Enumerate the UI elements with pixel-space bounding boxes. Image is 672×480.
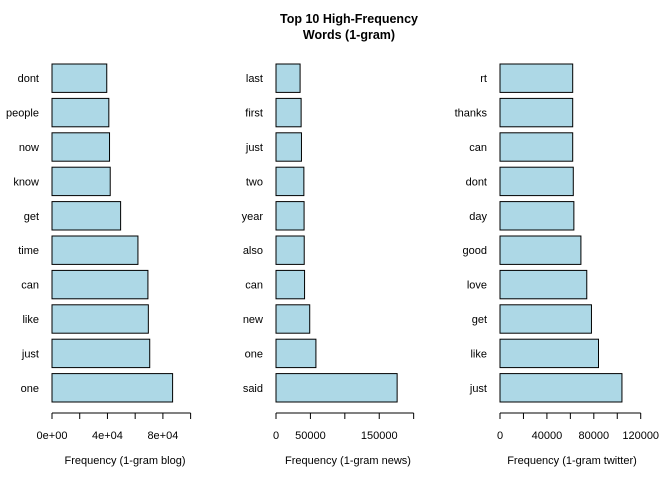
category-label: just [245,142,263,154]
chart-panel-3: just like get love good day dont can thanks rt 0 40… [455,63,659,467]
bar-rt [499,63,574,93]
category-label: one [245,348,263,360]
bar-time [51,235,139,265]
x-tick-label: 80000 [579,430,610,442]
category-label: year [242,211,264,223]
x-tick-label: 150000 [361,430,398,442]
bar-year [275,201,305,231]
chart-panel-2: said one new can also year two just first last 0 50… [242,63,415,467]
category-label: thanks [455,108,488,120]
category-label: people [6,108,39,120]
bar-new [275,304,311,334]
bar-like [51,304,149,334]
category-label: two [246,176,263,188]
category-label: said [243,383,263,395]
category-label: new [243,314,263,326]
x-axis-label: Frequency (1-gram news) [285,455,411,467]
category-label: day [469,211,487,223]
category-label: can [469,142,487,154]
category-label: like [470,348,487,360]
bar-just [51,338,151,369]
bar-just [275,132,302,162]
bar-also [275,235,305,265]
category-label: can [245,280,263,292]
bar-thanks [499,97,574,128]
category-label: get [24,211,39,223]
category-label: like [22,314,39,326]
chart-panel-1: one just like can time get know now people dont 0e… [6,63,192,467]
category-label: dont [466,176,487,188]
category-label: dont [18,73,39,85]
category-label: good [463,245,487,257]
x-tick-label: 0 [273,430,279,442]
bar-good [499,235,582,265]
bar-know [51,166,111,197]
bar-now [51,132,111,162]
bar-can [275,269,306,300]
category-label: just [21,348,39,360]
bar-people [51,97,110,128]
bar-day [499,201,575,231]
bar-like [499,338,599,369]
x-tick-label: 8e+04 [147,430,178,442]
bar-dont [51,63,108,93]
x-tick-label: 0 [497,430,503,442]
bar-can [51,269,149,300]
category-label: one [21,383,39,395]
category-label: first [245,108,263,120]
category-label: know [13,176,39,188]
category-label: last [246,73,263,85]
category-label: can [21,280,39,292]
x-tick-label: 40000 [532,430,563,442]
category-label: just [469,383,487,395]
category-label: rt [480,73,487,85]
bar-said [275,373,398,403]
bar-dont [499,166,574,197]
bar-just [499,373,623,403]
bar-last [275,63,301,93]
x-tick-label: 50000 [295,430,326,442]
x-tick-label: 0e+00 [37,430,68,442]
category-label: now [19,142,39,154]
bar-one [275,338,317,369]
chart-title-line-1: Top 10 High-Frequency [280,12,418,26]
x-tick-label: 120000 [622,430,659,442]
bar-get [499,304,592,334]
chart-title-line-2: Words (1-gram) [303,28,395,42]
x-axis-label: Frequency (1-gram twitter) [507,455,637,467]
bar-one [51,373,174,403]
x-axis-label: Frequency (1-gram blog) [64,455,185,467]
category-label: also [243,245,263,257]
bar-get [51,201,122,231]
x-tick-label: 4e+04 [92,430,123,442]
bar-can [499,132,574,162]
category-label: time [18,245,39,257]
bar-love [499,269,588,300]
bar-two [275,166,305,197]
category-label: get [472,314,487,326]
category-label: love [467,280,487,292]
bar-first [275,97,302,128]
